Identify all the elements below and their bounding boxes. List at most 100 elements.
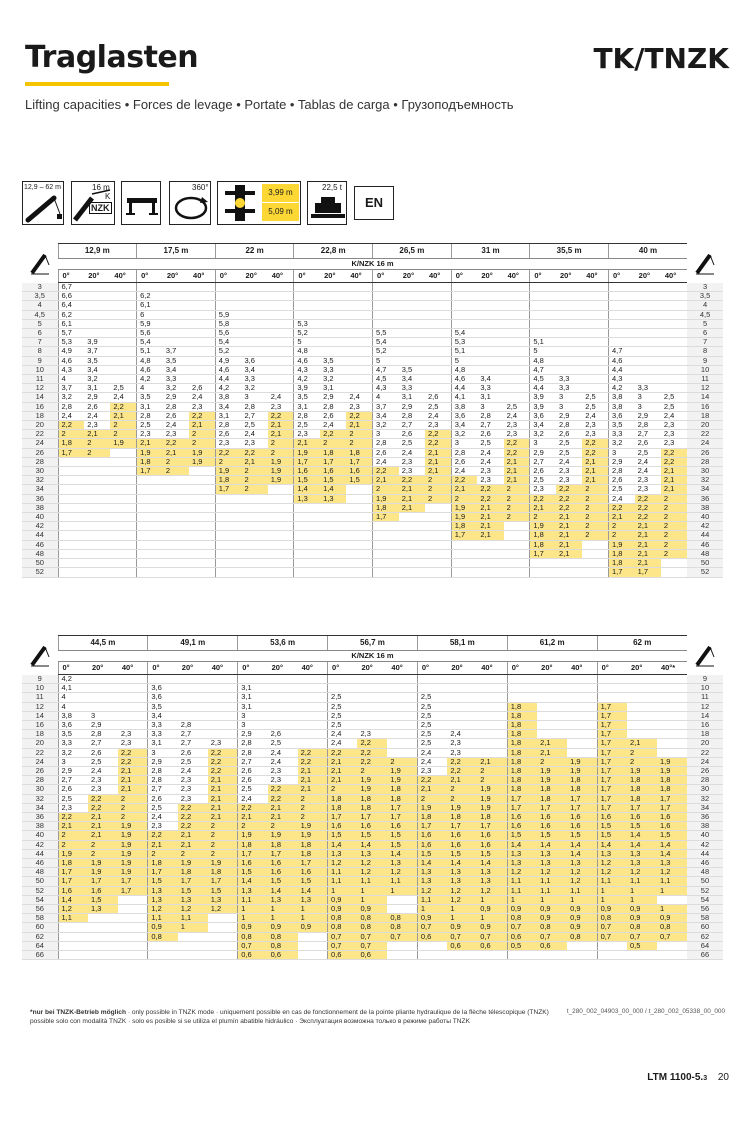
load-cell	[503, 346, 530, 357]
drawing-reference: t_280_002_04903_00_000 / t_280_002_05338…	[566, 1008, 725, 1015]
load-cell: 2,2	[117, 757, 148, 768]
load-cell	[207, 702, 238, 712]
load-cell: 2,5	[327, 720, 358, 731]
load-cell: 3	[87, 711, 118, 722]
load-cell: 1,2	[596, 858, 627, 869]
load-cell: 2	[607, 530, 635, 541]
load-cell: 2,3	[660, 420, 688, 431]
boom-range-box: 12,9 – 62 m	[22, 181, 64, 225]
table-row: 7 5,3 3,9 5,4 5,4 5 5,4 5,3 5,1 7	[22, 337, 724, 348]
load-cell	[293, 530, 321, 541]
load-cell: 0,7	[416, 922, 448, 933]
radius-cell: 3,5	[687, 291, 724, 302]
load-cell	[57, 521, 85, 532]
load-cell	[424, 549, 452, 560]
load-cell	[136, 503, 163, 514]
load-cell: 2	[582, 494, 609, 504]
load-cell: 2,2	[214, 448, 242, 458]
load-cell: 2,2	[297, 757, 328, 768]
load-cell	[320, 328, 347, 339]
load-cell	[297, 692, 328, 703]
load-cell: 2	[424, 475, 452, 486]
load-cell: 1,4	[596, 840, 627, 850]
load-cell: 1,9	[567, 757, 598, 768]
load-cell: 0,8	[237, 932, 268, 942]
slew-label: 360°	[192, 183, 209, 192]
load-cell	[320, 549, 347, 560]
load-cell	[267, 702, 298, 712]
radius-cell: 28	[22, 775, 58, 786]
load-cell: 2,3	[477, 466, 504, 477]
radius-cell: 30	[687, 466, 724, 477]
radius-cell: 4,5	[22, 310, 58, 320]
load-cell: 1,8	[357, 803, 388, 814]
table-row: 24 3 2,5 2,2 2,9 2,5 2,2 2,7 2,4 2,2 2,1 2,2 2 2,4 2,2…	[22, 757, 723, 768]
radius-cell: 62	[22, 932, 58, 942]
load-cell	[556, 328, 583, 339]
load-cell: 4,3	[372, 383, 399, 394]
load-cell	[357, 692, 388, 703]
load-cell: 1,4	[447, 858, 478, 869]
load-cell	[357, 702, 388, 712]
load-cell	[477, 711, 508, 722]
radius-cell: 14	[686, 711, 723, 722]
load-cell	[537, 729, 568, 740]
radius-cell: 44	[22, 530, 58, 541]
load-cell	[241, 549, 268, 560]
load-cell	[267, 291, 294, 302]
jib-angle-header: 20°	[398, 269, 425, 283]
table-row: 3,5 6,6 6,2 3,5	[22, 291, 724, 302]
load-cell: 1,8	[237, 840, 268, 850]
load-cell	[177, 674, 208, 685]
load-cell: 1,7	[136, 466, 163, 477]
load-cell: 2	[57, 830, 88, 841]
load-cell: 1,9	[607, 540, 635, 550]
load-cell: 4,5	[372, 374, 399, 385]
load-cell: 1,9	[267, 466, 294, 477]
load-cell: 2,4	[110, 392, 137, 403]
load-cell	[398, 328, 425, 339]
load-cell: 3,2	[162, 383, 190, 394]
load-cell: 1,1	[387, 876, 418, 887]
load-cell: 0,9	[627, 904, 657, 915]
load-cell	[627, 720, 657, 731]
load-cell: 2,5	[267, 738, 298, 749]
table-row: 26 2,9 2,4 2,1 2,8 2,4 2,2 2,6 2,3 2,1 2,1 2 1,9 2,3 2…	[22, 766, 723, 777]
load-cell	[346, 291, 373, 302]
radius-cell: 20	[22, 738, 58, 749]
load-cell: 1,3	[447, 867, 478, 878]
load-cell: 2,5	[607, 484, 635, 495]
load-cell: 1,9	[267, 830, 298, 841]
load-cell	[207, 729, 238, 740]
load-cell	[627, 674, 657, 685]
load-cell: 2	[503, 512, 530, 523]
radius-cell: 4	[22, 300, 58, 311]
load-cell: 1,7	[293, 457, 321, 468]
radius-cell: 10	[687, 365, 724, 376]
load-cell: 2,2	[398, 475, 425, 486]
load-cell: 5,2	[214, 346, 242, 357]
load-cell: 1,4	[627, 830, 657, 841]
radius-cell: 22	[22, 748, 58, 758]
footnote: *nur bei TNZK-Betrieb möglich · only pos…	[30, 1008, 560, 1026]
jib-angle-header: 40°*	[656, 661, 687, 675]
radius-cell: 26	[22, 766, 58, 777]
load-cell: 3,6	[450, 411, 478, 422]
load-cell: 1,1	[147, 913, 178, 924]
load-cell: 0,7	[327, 941, 358, 952]
crane-boom-icon	[25, 195, 62, 223]
table-row: 48 1,7 1,9 1,9 1,7 1,8 1,8 1,5 1,6 1,6 1,1 1,2 1,2 1,…	[22, 867, 723, 878]
load-cell: 0,9	[237, 922, 268, 933]
load-cell: 0,7	[327, 932, 358, 942]
load-cell: 0,9	[357, 904, 388, 915]
load-cell	[84, 530, 111, 541]
load-cell	[567, 729, 598, 740]
load-cell	[656, 692, 687, 703]
load-cell: 1,9	[87, 858, 118, 869]
load-cell: 2,4	[398, 448, 425, 458]
load-cell: 5,4	[214, 337, 242, 348]
load-cell: 1,4	[237, 876, 268, 887]
load-cell: 1,6	[327, 821, 358, 832]
load-cell: 2,3	[189, 402, 216, 412]
load-cell	[117, 932, 148, 942]
